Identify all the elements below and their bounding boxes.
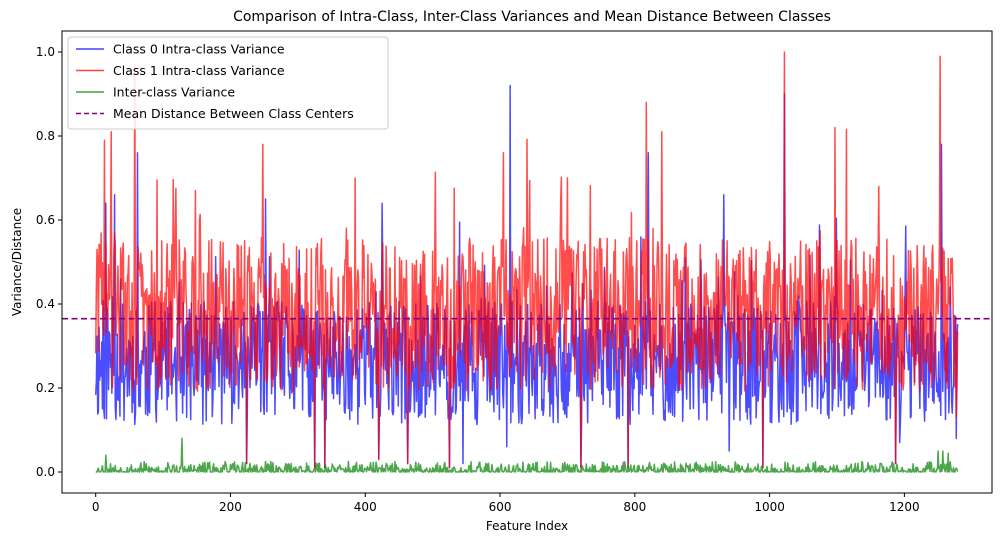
legend-label: Class 0 Intra-class Variance [113, 42, 285, 57]
x-axis-title: Feature Index [486, 519, 568, 533]
y-tick-label: 1.0 [36, 45, 55, 59]
x-tick-label: 800 [623, 500, 646, 514]
plot-frame [61, 30, 993, 494]
y-axis-title: Variance/Distance [10, 208, 24, 316]
chart-title: Comparison of Intra-Class, Inter-Class V… [233, 9, 831, 25]
legend-label: Mean Distance Between Class Centers [113, 106, 354, 121]
x-tick-label: 600 [489, 500, 512, 514]
x-tick-label: 0 [92, 500, 100, 514]
y-tick-label: 0.0 [36, 465, 55, 479]
y-tick-label: 0.8 [36, 129, 55, 143]
legend: Class 0 Intra-class Variance Class 1 Intr… [67, 36, 389, 130]
x-tick-label: 1000 [754, 500, 785, 514]
y-tick-label: 0.6 [36, 213, 55, 227]
legend-label: Class 1 Intra-class Variance [113, 63, 285, 78]
x-axis: 0 200 400 600 800 1000 1200 [92, 493, 920, 514]
x-tick-label: 200 [219, 500, 242, 514]
legend-label: Inter-class Variance [113, 85, 235, 100]
x-tick-label: 400 [354, 500, 377, 514]
series-line-inter-class-variance [95, 437, 959, 473]
series-layer [62, 51, 992, 473]
y-tick-label: 0.2 [36, 381, 55, 395]
legend-box [67, 36, 389, 130]
x-tick-label: 1200 [889, 500, 920, 514]
y-tick-label: 0.4 [36, 297, 55, 311]
series-line-class-1-intra-class-variance [94, 51, 959, 469]
y-axis: 0.0 0.2 0.4 0.6 0.8 1.0 [36, 45, 62, 479]
